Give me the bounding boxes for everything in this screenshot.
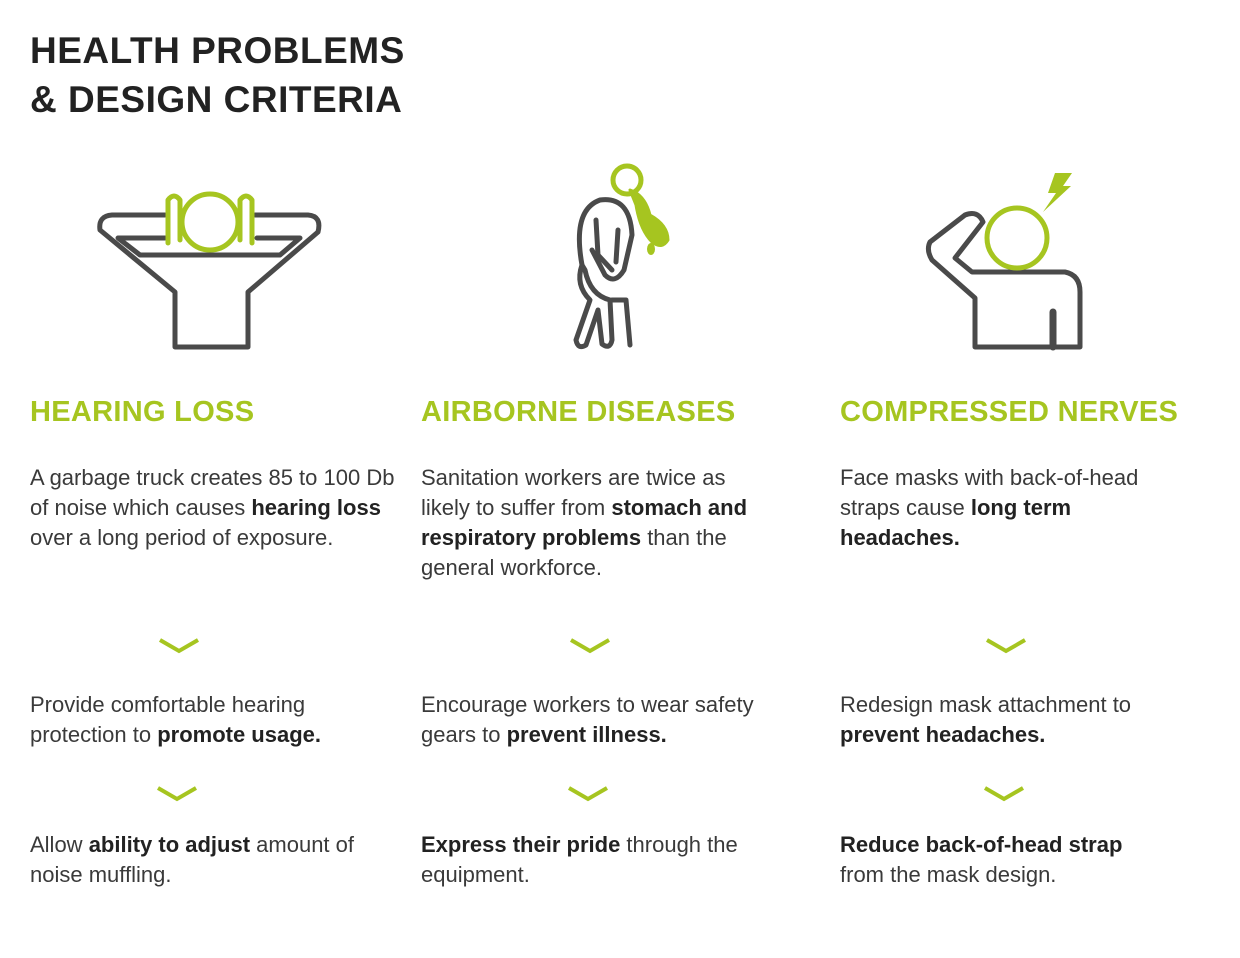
bold-segment: prevent headaches. — [840, 722, 1046, 747]
person-hands-behind-head-with-earmuffs-icon — [97, 191, 322, 350]
bold-segment: Express their pride — [421, 832, 621, 857]
column-heading: AIRBORNE DISEASES — [421, 396, 736, 428]
bold-segment: ability to adjust — [88, 832, 251, 857]
text-segment: A garbage truck creates 85 to 100 Db of … — [30, 465, 395, 520]
chevron-down-icon — [158, 638, 200, 654]
chevron-down-icon — [569, 638, 611, 654]
text-segment: over a long period of exposure. — [30, 525, 334, 550]
criterion-2-text: Express their pride through the equipmen… — [421, 830, 751, 890]
text-segment: Sanitation workers are twice as likely t… — [421, 465, 726, 520]
criterion-1-text: Redesign mask attachment to prevent head… — [840, 690, 1200, 750]
bold-segment: prevent illness. — [506, 722, 667, 747]
text-segment: from the mask design. — [840, 862, 1057, 887]
bold-segment: hearing loss — [251, 495, 381, 520]
bold-segment: promote usage. — [157, 722, 321, 747]
chevron-down-icon — [567, 786, 609, 802]
icons-layer — [97, 163, 1083, 351]
problem-text: Sanitation workers are twice as likely t… — [421, 463, 751, 583]
problem-text: Face masks with back-of-head straps caus… — [840, 463, 1170, 553]
bold-segment: long term headaches. — [840, 495, 1072, 550]
title-line-2: & DESIGN CRITERIA — [30, 79, 403, 120]
bold-segment: Reduce back-of-head strap — [840, 832, 1123, 857]
text-segment: Allow — [30, 832, 89, 857]
column-heading: HEARING LOSS — [30, 396, 255, 428]
criterion-1-text: Provide comfortable hearing protection t… — [30, 690, 400, 750]
criterion-2-text: Reduce back-of-head strap from the mask … — [840, 830, 1170, 890]
text-segment: Face masks with back-of-head straps caus… — [840, 465, 1139, 520]
text-segment: through the equipment. — [421, 832, 738, 887]
person-headache-lightning-icon — [925, 173, 1083, 351]
criterion-2-text: Allow ability to adjust amount of noise … — [30, 830, 400, 890]
column-heading: COMPRESSED NERVES — [840, 396, 1179, 428]
person-vomiting-icon — [573, 163, 670, 350]
text-segment: than the general workforce. — [421, 525, 727, 580]
chevron-down-icon — [985, 638, 1027, 654]
bold-segment: stomach and respiratory problems — [421, 495, 748, 550]
page-title: HEALTH PROBLEMS & DESIGN CRITERIA — [30, 26, 405, 124]
chevron-down-icon — [983, 786, 1025, 802]
title-line-1: HEALTH PROBLEMS — [30, 30, 405, 71]
text-segment: Provide comfortable hearing protection t… — [30, 692, 306, 747]
problem-text: A garbage truck creates 85 to 100 Db of … — [30, 463, 400, 553]
text-segment: Encourage workers to wear safety gears t… — [421, 692, 754, 747]
text-segment: amount of noise muffling. — [30, 832, 354, 887]
criterion-1-text: Encourage workers to wear safety gears t… — [421, 690, 771, 750]
chevron-down-icon — [156, 786, 198, 802]
text-segment: Redesign mask attachment to — [840, 692, 1132, 717]
